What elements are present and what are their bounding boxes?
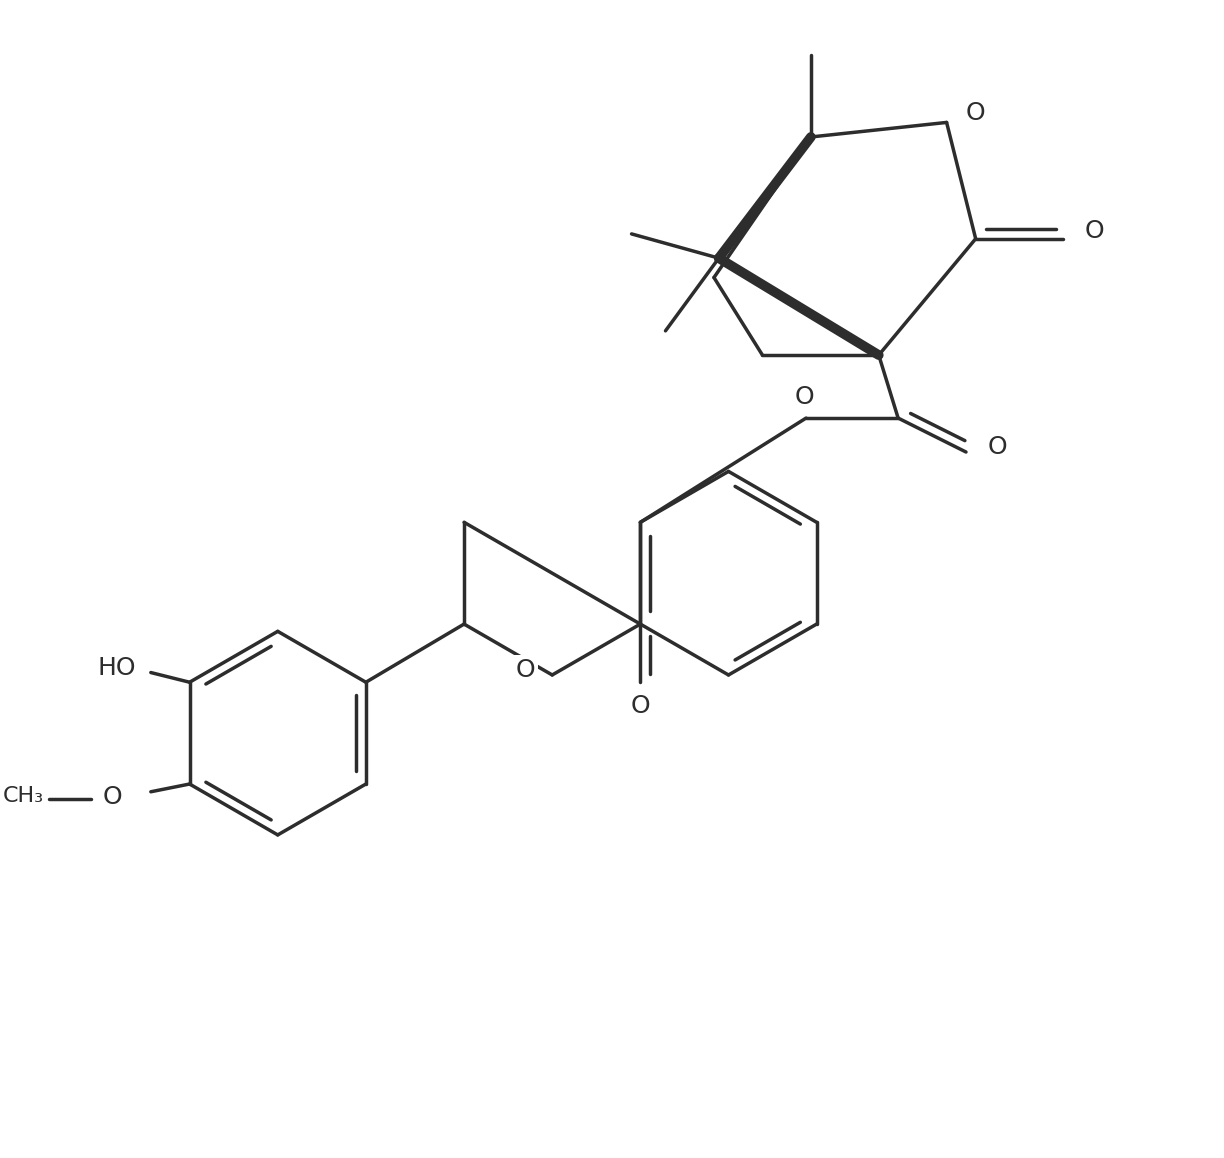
Text: O: O: [515, 658, 535, 682]
Text: O: O: [630, 695, 650, 718]
Text: HO: HO: [98, 655, 136, 680]
Text: CH₃: CH₃: [2, 785, 43, 806]
Text: O: O: [966, 101, 985, 125]
Text: O: O: [103, 785, 122, 808]
Text: O: O: [988, 435, 1007, 460]
Text: O: O: [794, 384, 814, 409]
Text: O: O: [1084, 219, 1104, 243]
